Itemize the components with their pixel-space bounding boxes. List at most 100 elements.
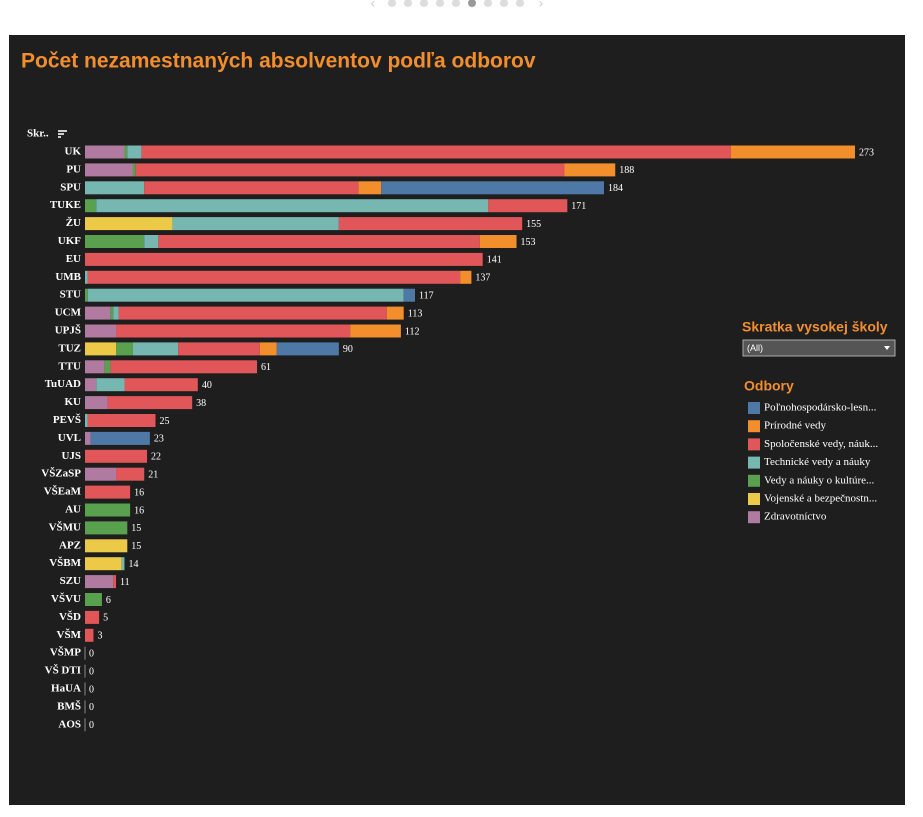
total-label: 61 — [261, 362, 271, 373]
total-label: 117 — [419, 290, 434, 301]
bar-segment — [276, 342, 339, 356]
bar-segment — [121, 557, 125, 571]
bar-segment — [85, 467, 117, 481]
zero-bar — [84, 664, 86, 678]
bar-segment — [85, 414, 88, 427]
total-label: 5 — [103, 613, 108, 624]
category-label: EU — [66, 253, 81, 265]
bar-segment — [124, 378, 198, 392]
bar-segment — [127, 145, 142, 159]
category-label: UK — [65, 146, 82, 158]
bar-segment — [96, 199, 489, 213]
category-label: VŠD — [59, 610, 81, 623]
category-label: KU — [65, 396, 82, 408]
bar-segment — [85, 503, 131, 517]
bar-segment — [85, 593, 102, 606]
total-label: 0 — [89, 648, 94, 659]
bar-segment — [158, 235, 480, 248]
total-label: 6 — [106, 595, 111, 606]
category-label: STU — [60, 289, 81, 301]
bar-segment — [118, 306, 387, 320]
total-label: 14 — [128, 559, 138, 570]
bar-segment — [85, 378, 97, 392]
dot[interactable] — [436, 0, 444, 7]
bar-segment — [116, 342, 133, 356]
bar-segment — [85, 396, 108, 410]
bar-segment — [85, 431, 91, 445]
sort-icon-bar — [58, 133, 64, 135]
bar-segment — [338, 217, 523, 231]
filter-title: Skratka vysokej školy — [742, 319, 888, 335]
dot-active[interactable] — [468, 0, 476, 7]
sort-icon[interactable] — [58, 130, 67, 138]
bar-segment — [85, 575, 114, 589]
bar-segment — [90, 431, 150, 445]
filter-dropdown[interactable] — [742, 339, 896, 357]
bar-segment — [85, 342, 117, 356]
bar-segment — [85, 521, 128, 535]
bar-segment — [85, 217, 173, 231]
bar-segment — [85, 235, 145, 248]
total-label: 38 — [196, 398, 206, 409]
bar-segment — [116, 324, 351, 338]
bar-segment — [85, 324, 117, 338]
total-label: 153 — [521, 237, 536, 248]
category-label: TUKE — [50, 199, 81, 211]
bar-segment — [113, 575, 117, 589]
category-label: VŠEaM — [44, 485, 82, 498]
category-label: PU — [66, 163, 81, 175]
zero-bar — [84, 700, 86, 714]
dot[interactable] — [500, 0, 508, 7]
category-label: APZ — [59, 539, 81, 551]
next-arrow[interactable]: › — [539, 0, 544, 11]
category-label: TUZ — [58, 342, 81, 354]
dot[interactable] — [452, 0, 460, 7]
dot[interactable] — [484, 0, 492, 7]
bar-segment — [85, 306, 111, 320]
legend-entry: Poľnohospodársko-lesn... — [764, 402, 877, 414]
total-label: 11 — [120, 577, 130, 588]
sort-icon-bar — [58, 130, 67, 132]
legend-entry: Technické vedy a náuky — [764, 456, 871, 468]
legend-swatch — [748, 402, 760, 414]
category-label: HaUA — [51, 683, 81, 695]
filter-value: (All) — [747, 343, 763, 353]
category-label: VŠMP — [50, 646, 81, 659]
total-label: 273 — [859, 147, 874, 158]
legend-swatch — [748, 420, 760, 433]
bar-segment — [381, 181, 604, 195]
sort-icon-bar — [58, 136, 61, 138]
dropdown-arrow — [884, 346, 890, 350]
bar-segment — [85, 163, 133, 177]
dot[interactable] — [516, 0, 524, 7]
category-label: VŠBM — [49, 556, 81, 569]
dot[interactable] — [404, 0, 412, 7]
legend-swatch — [748, 493, 760, 505]
legend-swatch — [748, 511, 760, 524]
bar-segment — [564, 163, 616, 177]
bar-segment — [87, 288, 404, 302]
category-label: AU — [65, 504, 81, 516]
legend-entry: Prírodné vedy — [764, 420, 827, 432]
bar-segment — [85, 449, 148, 463]
bar-segment — [87, 414, 156, 427]
total-label: 137 — [475, 273, 490, 284]
total-label: 3 — [97, 631, 102, 642]
bar-segment — [386, 306, 404, 320]
dot[interactable] — [388, 0, 396, 7]
bar-segment — [85, 485, 131, 499]
dot[interactable] — [420, 0, 428, 7]
category-label: VŠZaSP — [41, 467, 81, 480]
bar-segment — [172, 217, 339, 231]
category-label: VŠ DTI — [45, 664, 81, 677]
total-label: 141 — [487, 255, 502, 266]
total-label: 188 — [619, 165, 634, 176]
bar-segment — [116, 467, 145, 481]
bar-segment — [110, 360, 258, 374]
bar-segment — [730, 145, 855, 159]
category-label: UJS — [61, 450, 81, 462]
legend-title: Odbory — [744, 378, 794, 394]
prev-arrow[interactable]: ‹ — [371, 0, 376, 11]
total-label: 21 — [148, 469, 158, 480]
